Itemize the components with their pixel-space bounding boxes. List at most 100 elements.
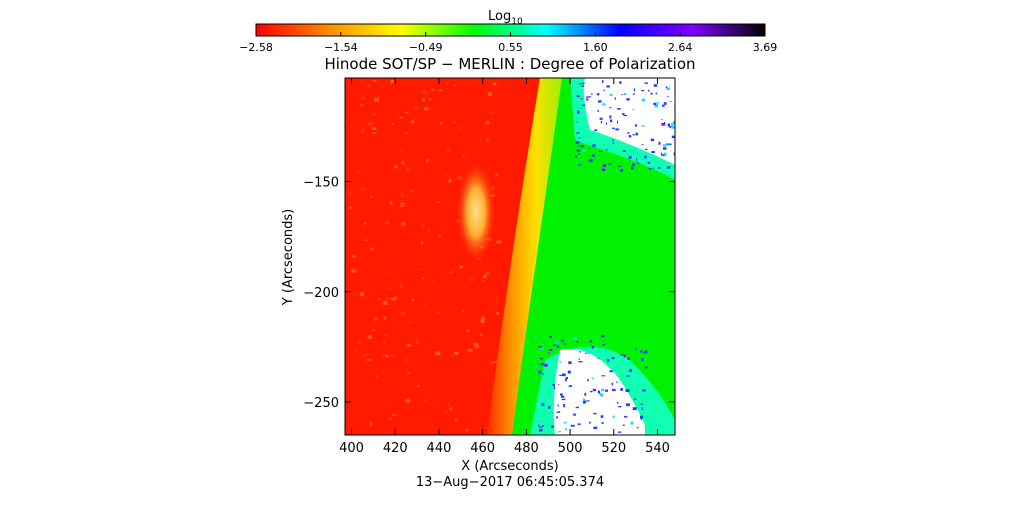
texture-speck	[405, 111, 409, 114]
edge-noise-speck	[644, 82, 648, 84]
edge-noise-speck	[667, 95, 669, 98]
texture-speck	[409, 189, 415, 193]
edge-noise-speck	[673, 152, 675, 156]
edge-noise-speck	[576, 132, 580, 134]
edge-noise-speck	[539, 426, 542, 428]
edge-noise-speck	[555, 341, 560, 344]
colorbar-ticks: −2.58 −1.54 −0.49 0.55 1.60 2.64 3.69	[239, 32, 777, 54]
edge-noise-speck	[552, 344, 557, 346]
texture-speck	[371, 328, 376, 332]
timestamp: 13−Aug−2017 06:45:05.374	[416, 475, 604, 490]
edge-noise-speck	[644, 350, 648, 354]
edge-noise-speck	[608, 163, 613, 165]
edge-noise-speck	[642, 389, 646, 392]
texture-speck	[375, 375, 379, 379]
edge-noise-speck	[563, 343, 567, 345]
texture-speck	[439, 121, 443, 125]
texture-speck	[370, 247, 375, 251]
edge-noise-speck	[657, 101, 659, 104]
edge-noise-speck	[575, 155, 577, 158]
edge-noise-speck	[617, 165, 622, 167]
no-data-region-top	[583, 78, 675, 165]
edge-noise-speck	[576, 95, 580, 98]
edge-noise-speck	[579, 107, 583, 110]
edge-noise-speck	[622, 424, 625, 426]
edge-noise-speck	[558, 411, 561, 413]
texture-speck	[401, 311, 405, 315]
texture-speck	[470, 277, 474, 282]
edge-noise-speck	[661, 123, 666, 126]
edge-noise-speck	[623, 354, 626, 358]
texture-speck	[354, 349, 359, 352]
edge-noise-speck	[576, 340, 578, 344]
texture-speck	[385, 221, 390, 224]
edge-noise-speck	[538, 420, 540, 422]
edge-noise-speck	[654, 104, 659, 108]
edge-noise-speck	[653, 84, 658, 87]
edge-noise-speck	[589, 421, 591, 424]
edge-noise-speck	[586, 351, 591, 354]
edge-noise-speck	[612, 139, 614, 142]
edge-noise-speck	[634, 124, 638, 127]
limb-band	[487, 78, 562, 435]
edge-noise-speck	[631, 166, 634, 170]
x-tick-label: 520	[601, 441, 626, 456]
texture-speck	[479, 138, 482, 143]
edge-noise-speck	[667, 123, 671, 127]
texture-speck	[391, 134, 395, 137]
edge-noise-speck	[584, 352, 587, 354]
edge-noise-speck	[641, 90, 645, 92]
edge-noise-speck	[556, 411, 560, 413]
texture-speck	[385, 355, 389, 358]
edge-noise-speck	[630, 421, 634, 425]
texture-speck	[494, 299, 498, 301]
texture-speck	[349, 206, 353, 209]
edge-noise-speck	[620, 387, 623, 391]
edge-noise-speck	[632, 149, 637, 151]
edge-noise-speck	[585, 142, 588, 144]
texture-speck	[489, 362, 494, 364]
edge-noise-speck	[617, 431, 622, 433]
edge-noise-speck	[657, 167, 661, 169]
texture-speck	[401, 222, 406, 226]
edge-noise-speck	[561, 373, 566, 377]
edge-noise-speck	[644, 366, 648, 369]
edge-noise-speck	[663, 102, 667, 105]
texture-speck	[431, 88, 435, 91]
edge-noise-speck	[585, 98, 589, 101]
texture-speck	[390, 355, 395, 357]
edge-noise-speck	[549, 349, 552, 353]
texture-speck	[483, 275, 487, 279]
colorbar-tick-label: −2.58	[239, 41, 273, 54]
edge-noise-speck	[556, 345, 560, 348]
x-tick-label: 460	[470, 441, 495, 456]
edge-noise-speck	[581, 82, 585, 84]
edge-noise-speck	[597, 357, 600, 360]
edge-noise-speck	[666, 166, 671, 169]
disk-texture	[348, 80, 502, 432]
edge-noise-speck	[621, 93, 623, 96]
texture-speck	[372, 127, 377, 131]
edge-noise-speck	[616, 107, 621, 110]
texture-speck	[410, 120, 415, 124]
texture-speck	[404, 132, 408, 135]
edge-noise-speck	[564, 378, 567, 382]
edge-noise-speck	[580, 98, 583, 100]
texture-speck	[446, 148, 451, 152]
texture-speck	[378, 265, 381, 267]
edge-noise-speck	[601, 80, 604, 83]
edge-noise-speck	[633, 88, 636, 92]
edge-noise-speck	[604, 389, 608, 392]
edge-noise-speck	[548, 336, 552, 338]
colorbar-tick-label: 3.69	[753, 41, 778, 54]
edge-noise-speck	[622, 112, 624, 115]
texture-speck	[406, 167, 410, 172]
edge-noise-speck	[616, 402, 619, 404]
edge-noise-speck	[635, 384, 638, 387]
edge-noise-speck	[580, 145, 584, 148]
texture-speck	[360, 104, 363, 106]
edge-noise-speck	[584, 392, 587, 396]
edge-noise-speck	[605, 122, 607, 125]
edge-noise-speck	[612, 388, 616, 392]
edge-noise-speck	[577, 423, 581, 426]
